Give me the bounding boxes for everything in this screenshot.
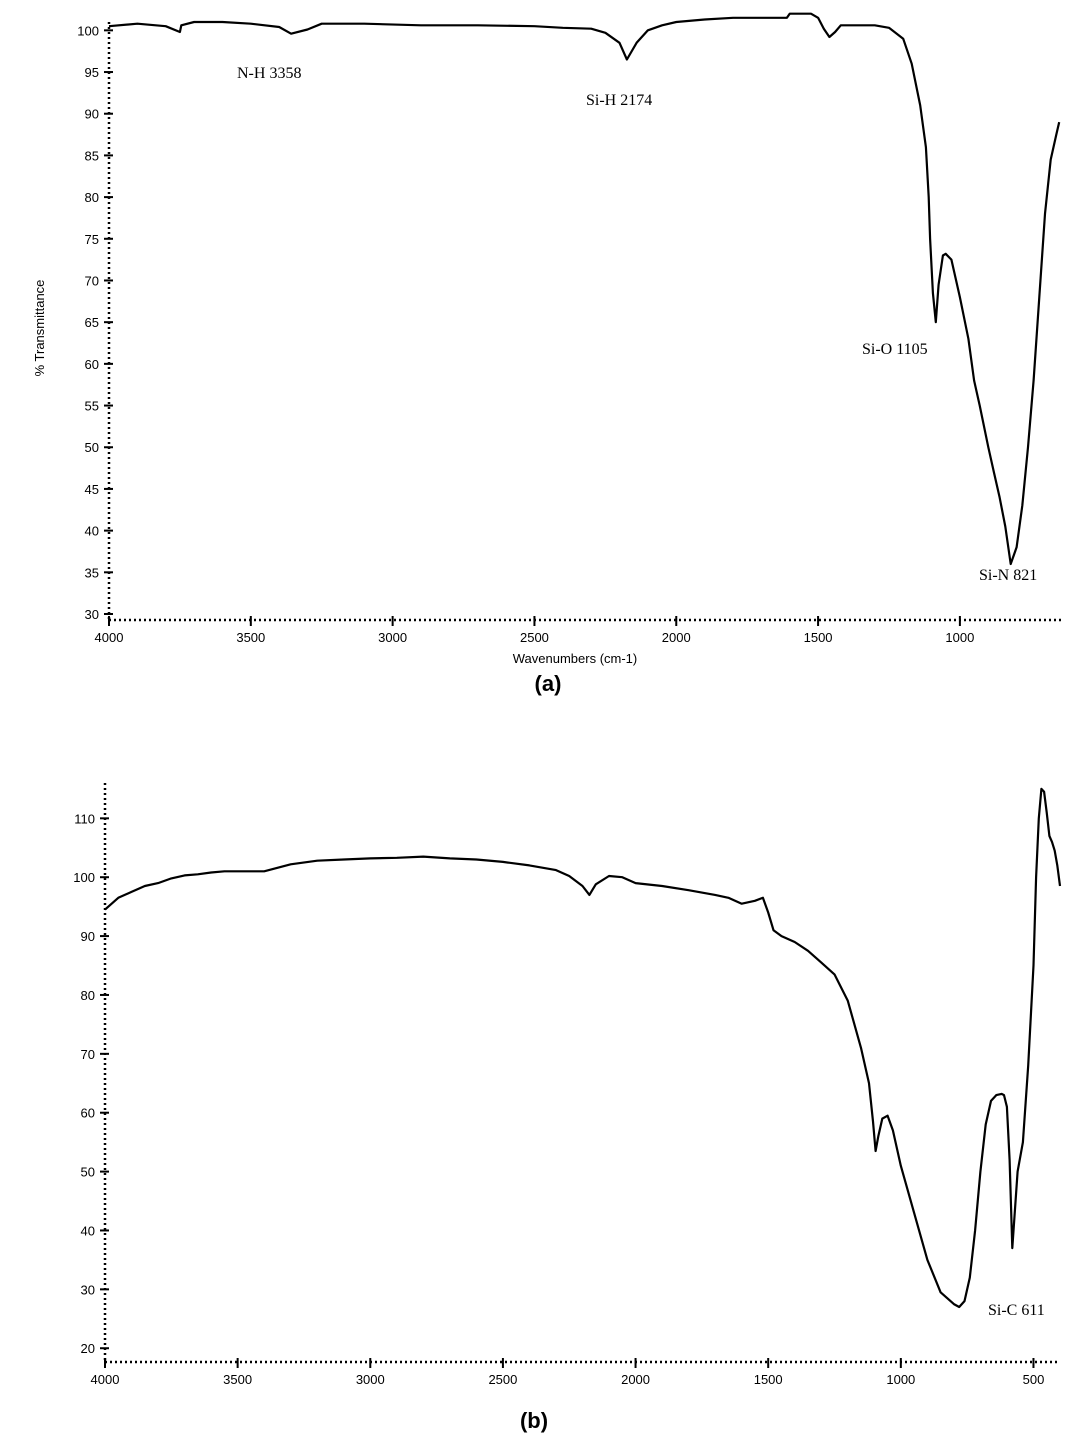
panel-b-x-tick-label: 1000: [886, 1372, 915, 1387]
panel-b-x-tick-label: 2500: [488, 1372, 517, 1387]
panel-a: 4000 3500 3000 2500 2000 1500 1000 30 35 40 45 50 55…: [32, 12, 1062, 696]
panel-a-y-tick-label: 85: [85, 148, 99, 163]
panel-a-x-axis-title: Wavenumbers (cm-1): [513, 651, 637, 666]
panel-b-y-tick-label: 100: [73, 870, 95, 885]
panel-a-ticks: 4000 3500 3000 2500 2000 1500 1000 30 35 40 45 50 55…: [77, 23, 974, 645]
annotation-sio: Si-O 1105: [862, 341, 928, 358]
panel-a-x-tick-label: 1500: [804, 630, 833, 645]
panel-a-y-tick-label: 55: [85, 399, 99, 414]
panel-a-y-tick-label: 60: [85, 357, 99, 372]
annotation-sin: Si-N 821: [979, 567, 1037, 584]
panel-b-y-tick-label: 50: [81, 1165, 95, 1180]
panel-b-spectrum-line: [104, 787, 1062, 1309]
panel-a-y-tick-label: 95: [85, 65, 99, 80]
annotation-sih: Si-H 2174: [586, 92, 652, 109]
panel-a-x-tick-label: 3000: [378, 630, 407, 645]
panel-a-y-tick-label: 70: [85, 273, 99, 288]
panel-b-x-tick-label: 500: [1023, 1372, 1045, 1387]
panel-a-x-tick-label: 1000: [945, 630, 974, 645]
panel-b-ticks: 4000 3500 3000 2500 2000 1500 1000 500 20 30 40 50 6…: [73, 811, 1044, 1387]
annotation-nh: N-H 3358: [237, 65, 301, 82]
panel-b-y-tick-label: 110: [74, 811, 95, 826]
panel-a-y-tick-label: 45: [85, 482, 99, 497]
panel-a-spectrum-line: [108, 12, 1061, 566]
panel-b: 4000 3500 3000 2500 2000 1500 1000 500 20 30 40 50 6…: [73, 783, 1062, 1433]
panel-a-y-tick-label: 75: [85, 232, 99, 247]
panel-b-x-tick-label: 3500: [223, 1372, 252, 1387]
panel-a-y-tick-label: 90: [85, 107, 99, 122]
panel-a-y-tick-label: 65: [85, 315, 99, 330]
panel-a-y-tick-label: 30: [85, 607, 99, 622]
panel-a-label: (a): [535, 671, 562, 696]
panel-a-x-tick-label: 2000: [662, 630, 691, 645]
panel-a-y-tick-label: 40: [85, 524, 99, 539]
panel-b-x-tick-label: 2000: [621, 1372, 650, 1387]
panel-a-x-tick-label: 3500: [236, 630, 265, 645]
panel-a-y-tick-label: 100: [77, 23, 99, 38]
panel-a-y-tick-label: 35: [85, 565, 99, 580]
panel-b-y-tick-label: 90: [81, 929, 95, 944]
panel-b-x-tick-label: 4000: [91, 1372, 120, 1387]
panel-b-y-tick-label: 80: [81, 988, 95, 1003]
panel-b-y-tick-label: 70: [81, 1047, 95, 1062]
panel-b-y-tick-label: 20: [81, 1341, 95, 1356]
panel-b-x-tick-label: 1500: [754, 1372, 783, 1387]
panel-a-x-tick-label: 2500: [520, 630, 549, 645]
panel-b-y-tick-label: 30: [81, 1282, 95, 1297]
panel-a-y-tick-label: 50: [85, 440, 99, 455]
panel-b-y-tick-label: 40: [81, 1223, 95, 1238]
panel-a-x-tick-label: 4000: [95, 630, 124, 645]
panel-b-y-tick-label: 60: [81, 1106, 95, 1121]
panel-a-y-tick-label: 80: [85, 190, 99, 205]
panel-b-label: (b): [520, 1408, 548, 1433]
panel-b-x-tick-label: 3000: [356, 1372, 385, 1387]
panel-a-y-axis-title: % Transmittance: [32, 280, 47, 377]
annotation-sic: Si-C 611: [988, 1302, 1045, 1319]
